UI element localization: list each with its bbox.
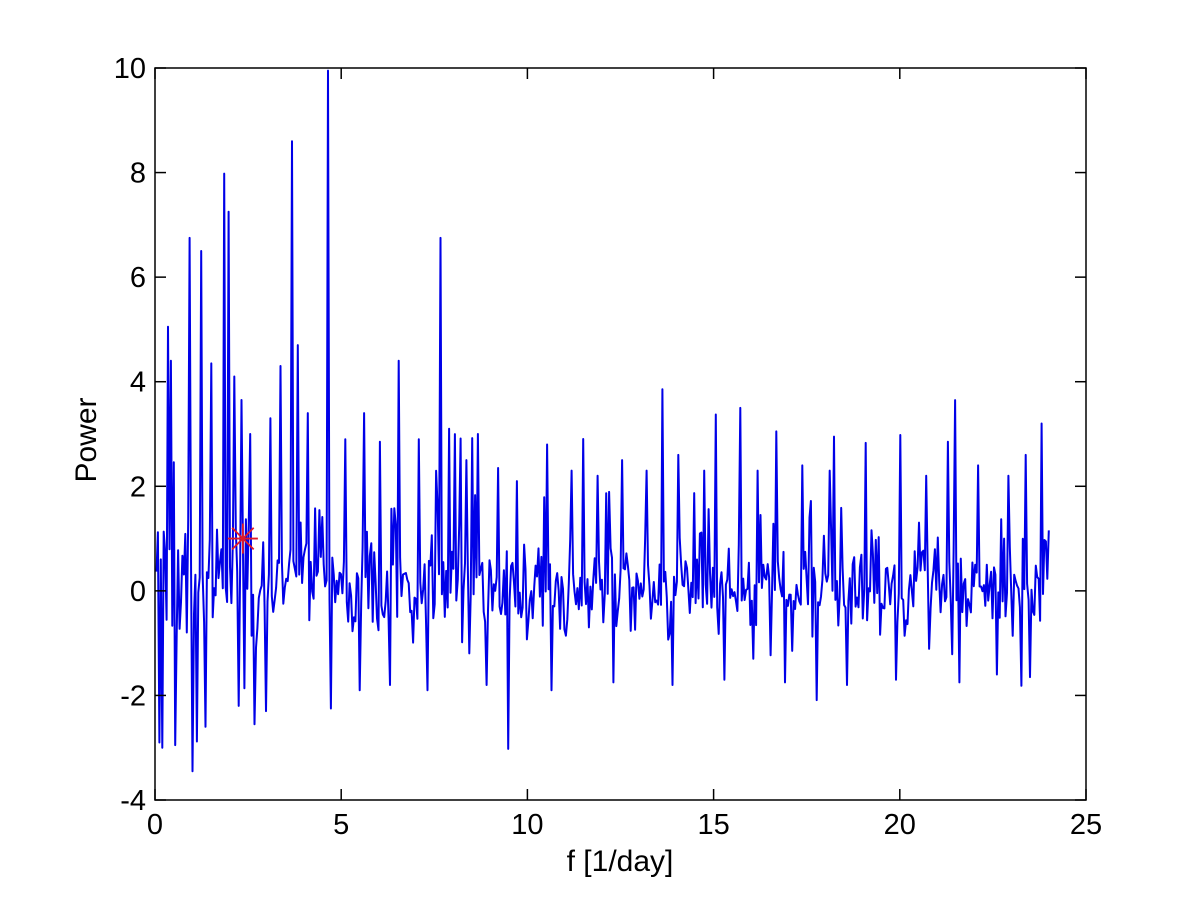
y-tick-label: -4 xyxy=(120,785,146,817)
y-tick-label: 0 xyxy=(130,576,146,608)
x-tick-label: 25 xyxy=(1070,809,1102,841)
x-axis-label: f [1/day] xyxy=(567,845,674,878)
x-tick-label: 10 xyxy=(511,809,543,841)
y-axis-label: Power xyxy=(70,397,103,482)
y-tick-label: 6 xyxy=(130,262,146,294)
plot-area xyxy=(155,68,1086,800)
y-tick-label: 8 xyxy=(130,158,146,190)
y-tick-label: 10 xyxy=(114,53,146,85)
selected-frequency-marker xyxy=(227,523,258,554)
x-tick-label: 0 xyxy=(147,809,163,841)
x-tick-label: 20 xyxy=(884,809,916,841)
axis-ticks xyxy=(154,67,1087,801)
x-tick-label: 5 xyxy=(333,809,349,841)
x-tick-label: 15 xyxy=(697,809,729,841)
y-tick-label: 2 xyxy=(130,471,146,503)
axes-box xyxy=(154,67,1087,801)
y-tick-label: 4 xyxy=(130,367,146,399)
asterisk-marker-stroke xyxy=(231,527,255,551)
periodogram-line xyxy=(155,69,1050,773)
y-tick-label: -2 xyxy=(120,680,146,712)
